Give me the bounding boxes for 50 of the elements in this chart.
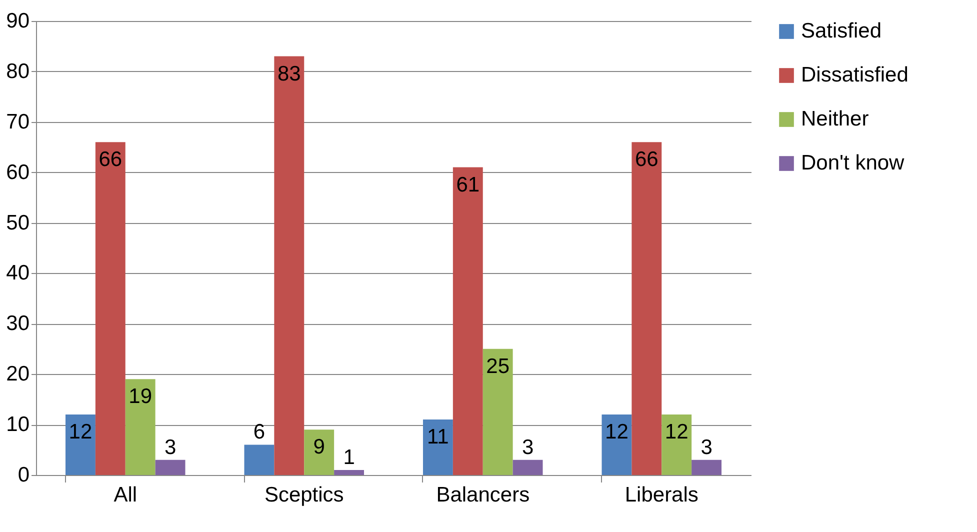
x-tick-label: Liberals <box>624 484 698 506</box>
data-label: 12 <box>605 420 628 444</box>
y-tick-label: 40 <box>6 262 30 285</box>
y-tick-label: 90 <box>6 10 30 32</box>
data-label: 11 <box>427 426 449 449</box>
y-tick-label: 30 <box>6 312 30 336</box>
data-label: 66 <box>634 148 658 172</box>
bar <box>692 460 722 475</box>
y-tick-label: 80 <box>6 60 30 83</box>
data-label: 3 <box>164 436 176 459</box>
bar <box>304 430 334 475</box>
data-label: 9 <box>313 436 325 459</box>
bar <box>602 414 632 475</box>
data-label: 3 <box>522 436 534 459</box>
data-label: 12 <box>68 420 92 444</box>
x-tick-label: All <box>114 484 138 506</box>
bar <box>452 167 483 475</box>
legend-label: Dissatisfied <box>801 64 908 86</box>
data-label: 19 <box>128 385 152 408</box>
data-label: 61 <box>456 173 480 196</box>
y-tick-label: 20 <box>6 362 30 386</box>
x-tick-label: Sceptics <box>264 484 344 506</box>
y-tick-label: 60 <box>6 160 30 184</box>
bar <box>662 414 692 475</box>
legend-label: Neither <box>801 108 869 130</box>
x-tick-label: Balancers <box>436 484 530 506</box>
data-label: 6 <box>253 420 266 444</box>
bar <box>632 142 662 475</box>
bar <box>512 460 543 475</box>
bar <box>274 56 304 475</box>
data-label: 25 <box>486 354 510 378</box>
data-label: 66 <box>98 148 122 172</box>
legend-label: Don't know <box>801 152 906 174</box>
data-label: 3 <box>700 436 712 459</box>
bar <box>244 444 274 475</box>
data-label: 1 <box>343 446 355 469</box>
bar <box>155 460 186 475</box>
bar <box>95 142 126 475</box>
bar <box>482 348 513 475</box>
bar <box>334 470 364 475</box>
bar <box>125 379 156 475</box>
data-label: 12 <box>664 420 688 444</box>
bar <box>65 414 96 475</box>
y-tick-label: 0 <box>18 464 30 486</box>
y-tick-label: 50 <box>6 211 30 234</box>
y-tick-label: 70 <box>6 110 30 134</box>
bar <box>422 420 453 475</box>
data-label: 83 <box>277 62 301 86</box>
y-tick-label: 10 <box>6 413 30 436</box>
legend-label: Satisfied <box>801 20 882 42</box>
